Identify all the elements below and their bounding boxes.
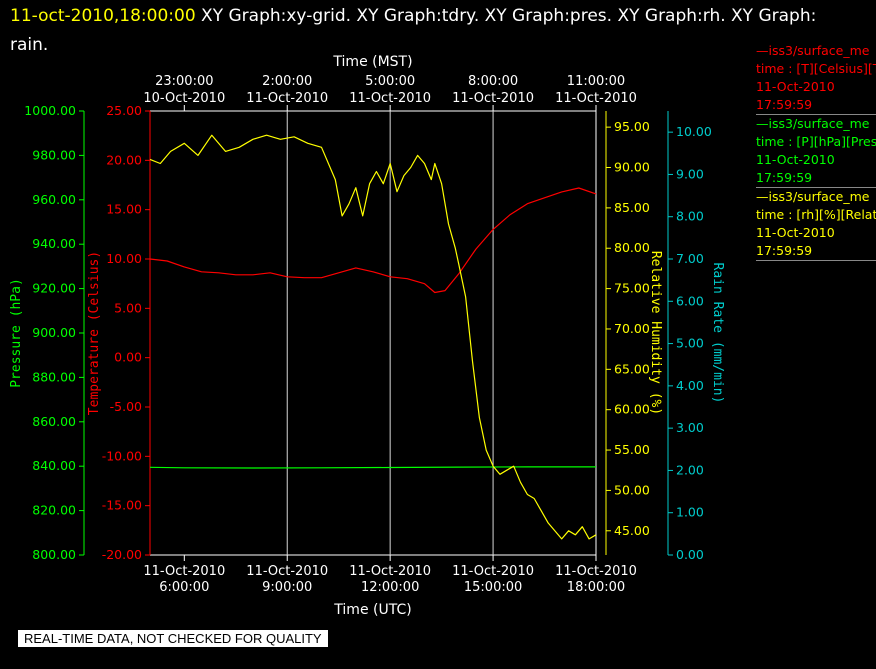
legend-line2: time : [rh][%][Relati [756, 207, 876, 222]
header-graph-titles-wrap: rain. [10, 35, 49, 55]
y-tick-label-temperature: 25.00 [106, 103, 142, 118]
y-tick-label-pressure: 980.00 [32, 147, 76, 162]
x-tick-label-top-time: 2:00:00 [262, 74, 312, 89]
legend-entry-temperature: —iss3/surface_me time : [T][Celsius][T 1… [756, 42, 876, 115]
y-tick-label-pressure: 800.00 [32, 547, 76, 562]
legend-line3: 11-Oct-2010 [756, 79, 835, 94]
x-tick-label-bottom-date: 11-Oct-2010 [452, 564, 534, 579]
y-tick-label-pressure: 920.00 [32, 281, 76, 296]
legend-line4: 17:59:59 [756, 97, 813, 112]
legend-divider [756, 187, 876, 188]
y-tick-label-rain: 0.00 [676, 547, 704, 562]
y-tick-label-temperature: 15.00 [106, 202, 142, 217]
y-tick-label-pressure: 940.00 [32, 236, 76, 251]
y-axis-title-rain: Rain Rate (mm/min) [710, 263, 725, 404]
x-tick-label-bottom-time: 18:00:00 [567, 580, 625, 595]
x-tick-label-top-time: 11:00:00 [567, 74, 625, 89]
x-tick-label-top-date: 11-Oct-2010 [246, 91, 328, 106]
y-tick-label-temperature: -5.00 [110, 399, 142, 414]
y-tick-label-temperature: -10.00 [102, 448, 142, 463]
y-tick-label-humidity: 90.00 [614, 160, 650, 175]
quality-notice: REAL-TIME DATA, NOT CHECKED FOR QUALITY [18, 630, 328, 647]
legend-entry-pressure: —iss3/surface_me time : [P][hPa][Pres 11… [756, 115, 876, 188]
y-tick-label-pressure: 900.00 [32, 325, 76, 340]
y-axis-title-pressure: Pressure (hPa) [9, 278, 24, 388]
y-tick-label-rain: 1.00 [676, 505, 704, 520]
header-timestamp: 11-oct-2010,18:00:00 [10, 6, 196, 26]
x-tick-label-bottom-time: 12:00:00 [361, 580, 419, 595]
y-tick-label-humidity: 95.00 [614, 119, 650, 134]
y-tick-label-rain: 10.00 [676, 124, 712, 139]
y-tick-label-temperature: -20.00 [102, 547, 142, 562]
y-tick-label-pressure: 880.00 [32, 369, 76, 384]
y-tick-label-rain: 4.00 [676, 378, 704, 393]
y-tick-label-humidity: 55.00 [614, 442, 650, 457]
x-tick-label-bottom-date: 11-Oct-2010 [246, 564, 328, 579]
y-tick-label-pressure: 840.00 [32, 458, 76, 473]
legend-divider [756, 114, 876, 115]
legend-line2: time : [P][hPa][Pres [756, 134, 876, 149]
legend-line1: —iss3/surface_me [756, 189, 870, 204]
x-tick-label-bottom-date: 11-Oct-2010 [143, 564, 225, 579]
y-tick-label-pressure: 960.00 [32, 192, 76, 207]
y-tick-label-rain: 5.00 [676, 336, 704, 351]
y-tick-label-humidity: 75.00 [614, 281, 650, 296]
y-tick-label-pressure: 820.00 [32, 503, 76, 518]
legend-line4: 17:59:59 [756, 243, 813, 258]
x-tick-label-bottom-time: 15:00:00 [464, 580, 522, 595]
y-tick-label-rain: 7.00 [676, 251, 704, 266]
y-tick-label-pressure: 860.00 [32, 414, 76, 429]
y-axis-title-temperature: Temperature (Celsius) [87, 251, 102, 415]
x-tick-label-top-time: 8:00:00 [468, 74, 518, 89]
series-line-humidity [149, 134, 597, 540]
x-tick-label-top-date: 10-Oct-2010 [143, 91, 225, 106]
header-graph-titles: XY Graph:xy-grid. XY Graph:tdry. XY Grap… [195, 6, 817, 26]
legend-line1: —iss3/surface_me [756, 116, 870, 131]
legend-line2: time : [T][Celsius][T [756, 61, 876, 76]
legend-line4: 17:59:59 [756, 170, 813, 185]
y-axis-title-humidity: Relative Humidity (%) [648, 251, 663, 415]
header-title: 11-oct-2010,18:00:00 XY Graph:xy-grid. X… [10, 2, 870, 60]
x-tick-label-bottom-time: 9:00:00 [262, 580, 312, 595]
x-tick-label-bottom-time: 6:00:00 [159, 580, 209, 595]
x-tick-label-top-date: 11-Oct-2010 [349, 91, 431, 106]
y-tick-label-rain: 9.00 [676, 166, 704, 181]
y-tick-label-humidity: 45.00 [614, 523, 650, 538]
y-tick-label-temperature: 5.00 [114, 300, 142, 315]
x-axis-title-bottom: Time (UTC) [333, 602, 411, 618]
y-tick-label-temperature: 0.00 [114, 350, 142, 365]
series-line-pressure [149, 466, 596, 469]
x-tick-label-top-time: 5:00:00 [365, 74, 415, 89]
y-tick-label-rain: 2.00 [676, 462, 704, 477]
y-tick-label-humidity: 65.00 [614, 361, 650, 376]
y-tick-label-humidity: 50.00 [614, 482, 650, 497]
legend-line3: 11-Oct-2010 [756, 152, 835, 167]
series-line-temperature [149, 187, 597, 294]
legend-line1: —iss3/surface_me [756, 43, 870, 58]
y-tick-label-humidity: 85.00 [614, 200, 650, 215]
x-tick-label-top-date: 11-Oct-2010 [555, 91, 637, 106]
y-tick-label-temperature: -15.00 [102, 498, 142, 513]
y-tick-label-rain: 8.00 [676, 209, 704, 224]
y-tick-label-temperature: 10.00 [106, 251, 142, 266]
y-tick-label-rain: 3.00 [676, 420, 704, 435]
y-tick-label-temperature: 20.00 [106, 152, 142, 167]
x-tick-label-bottom-date: 11-Oct-2010 [555, 564, 637, 579]
x-tick-label-bottom-date: 11-Oct-2010 [349, 564, 431, 579]
y-tick-label-humidity: 70.00 [614, 321, 650, 336]
y-tick-label-humidity: 60.00 [614, 402, 650, 417]
x-axis-title-top: Time (MST) [332, 54, 412, 70]
x-tick-label-top-date: 11-Oct-2010 [452, 91, 534, 106]
y-tick-label-humidity: 80.00 [614, 240, 650, 255]
legend-line3: 11-Oct-2010 [756, 225, 835, 240]
y-tick-label-rain: 6.00 [676, 293, 704, 308]
x-tick-label-top-time: 23:00:00 [155, 74, 213, 89]
legend-divider [756, 260, 876, 261]
y-tick-label-pressure: 1000.00 [24, 103, 76, 118]
legend-entry-humidity: —iss3/surface_me time : [rh][%][Relati 1… [756, 188, 876, 261]
